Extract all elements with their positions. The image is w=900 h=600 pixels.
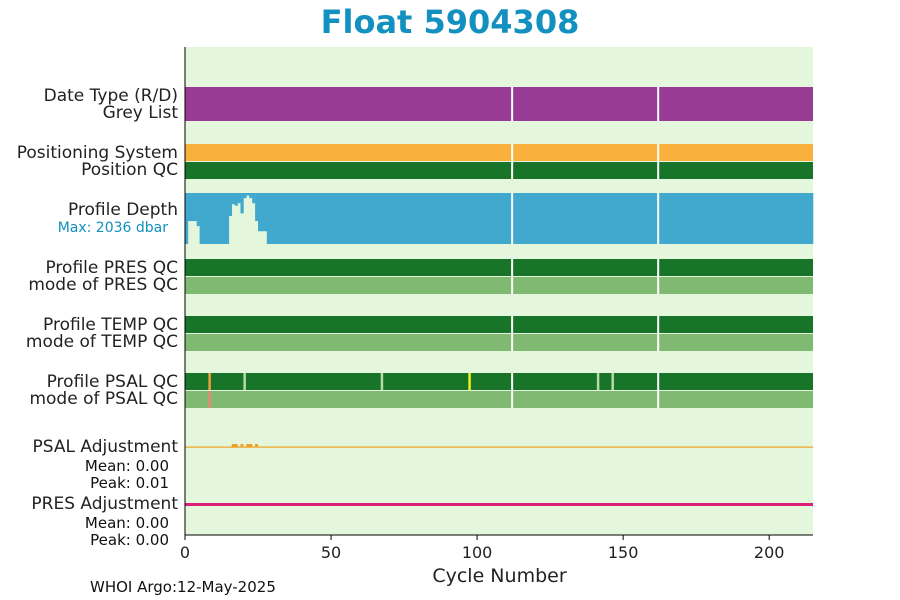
cycle-gap [511,144,514,179]
chart-title: Float 5904308 [320,3,580,41]
psal-adjustment-line [185,446,813,448]
row-label-grey-list: Grey List [102,103,178,123]
qc-mode-band [185,277,813,294]
cycle-gap [511,373,514,408]
profile-depth-bar [249,193,253,199]
row-label-mode-pres-qc: mode of PRES QC [28,275,178,295]
x-tick-label: 50 [321,543,341,562]
row-label-profile-psal-qc: Profile PSAL QC [46,372,178,392]
profile-depth-bar [187,193,197,222]
cycle-gap [511,316,514,351]
x-tick-label: 150 [608,543,639,562]
cycle-gap [511,259,514,294]
row-label-position-qc: Position QC [81,160,178,180]
qc-mode-band [185,334,813,351]
positioning-system-band [185,144,813,161]
pres-adjustment-peak: Peak: 0.00 [90,531,169,549]
profile-depth-bar [246,193,250,196]
row-label-profile-temp-qc: Profile TEMP QC [43,315,178,335]
profile-depth-bar [240,193,244,214]
cycle-gap [657,87,660,121]
psal-adjustment-bump [255,444,259,447]
psal-qc-flag [596,373,600,390]
cycle-gap [511,193,514,244]
row-label-mode-psal-qc: mode of PSAL QC [29,389,178,409]
profile-depth-bar [237,193,241,204]
psal-qc-flag [380,373,384,390]
row-label-psal-adjustment: PSAL Adjustment [32,437,178,457]
profile-depth-bar [231,193,235,205]
cycle-gap [657,259,660,294]
profile-depth-max-note: Max: 2036 dbar [57,220,168,236]
qc-profile-band [185,316,813,333]
profile-depth-bar [234,193,238,206]
x-tick-label: 200 [754,543,785,562]
qc-profile-band [185,373,813,390]
footer-credit: WHOI Argo:12-May-2025 [90,578,276,596]
pres-adjustment-line [185,503,813,506]
profile-depth-bar [196,193,200,227]
row-label-profile-depth: Profile Depth [67,200,178,220]
row-label-positioning-system: Positioning System [16,143,178,163]
profile-depth-bar [258,193,268,232]
qc-profile-band [185,259,813,276]
x-tick-label: 0 [180,543,190,562]
psal-adjustment-mean: Mean: 0.00 [84,457,169,475]
psal-qc-flag [208,373,211,390]
profile-depth-bar [266,193,814,244]
profile-depth-bar [185,193,189,244]
cycle-gap [657,193,660,244]
qc-mode-band [185,391,813,408]
x-axis-label: Cycle Number [432,565,567,587]
psal-adjustment-bump [249,444,253,447]
psal-adjustment-bump [234,444,238,447]
psal-qc-flag [468,373,471,390]
profile-depth-bar [228,193,233,216]
row-label-profile-pres-qc: Profile PRES QC [45,258,178,278]
row-label-mode-temp-qc: mode of TEMP QC [25,332,178,352]
psal-adjustment-bump [231,444,235,447]
psal-adjustment-bump [240,444,244,447]
pres-adjustment-mean: Mean: 0.00 [84,514,169,532]
profile-depth-bar [255,193,259,222]
psal-qc-flag [208,391,211,408]
x-tick-label: 100 [462,543,493,562]
cycle-gap [657,373,660,408]
psal-qc-flag [243,373,246,390]
date-type-band [185,87,813,121]
profile-depth-bar [243,193,247,199]
psal-adjustment-peak: Peak: 0.01 [90,474,169,492]
psal-qc-flag [611,373,614,390]
row-label-pres-adjustment: PRES Adjustment [31,494,178,514]
cycle-gap [657,144,660,179]
position-qc-band [185,162,813,179]
cycle-gap [657,316,660,351]
profile-depth-bar [252,193,256,204]
row-label-date-type: Date Type (R/D) [43,86,178,106]
profile-depth-bar [199,193,230,244]
cycle-gap [511,87,514,121]
psal-adjustment-bump [246,444,250,447]
